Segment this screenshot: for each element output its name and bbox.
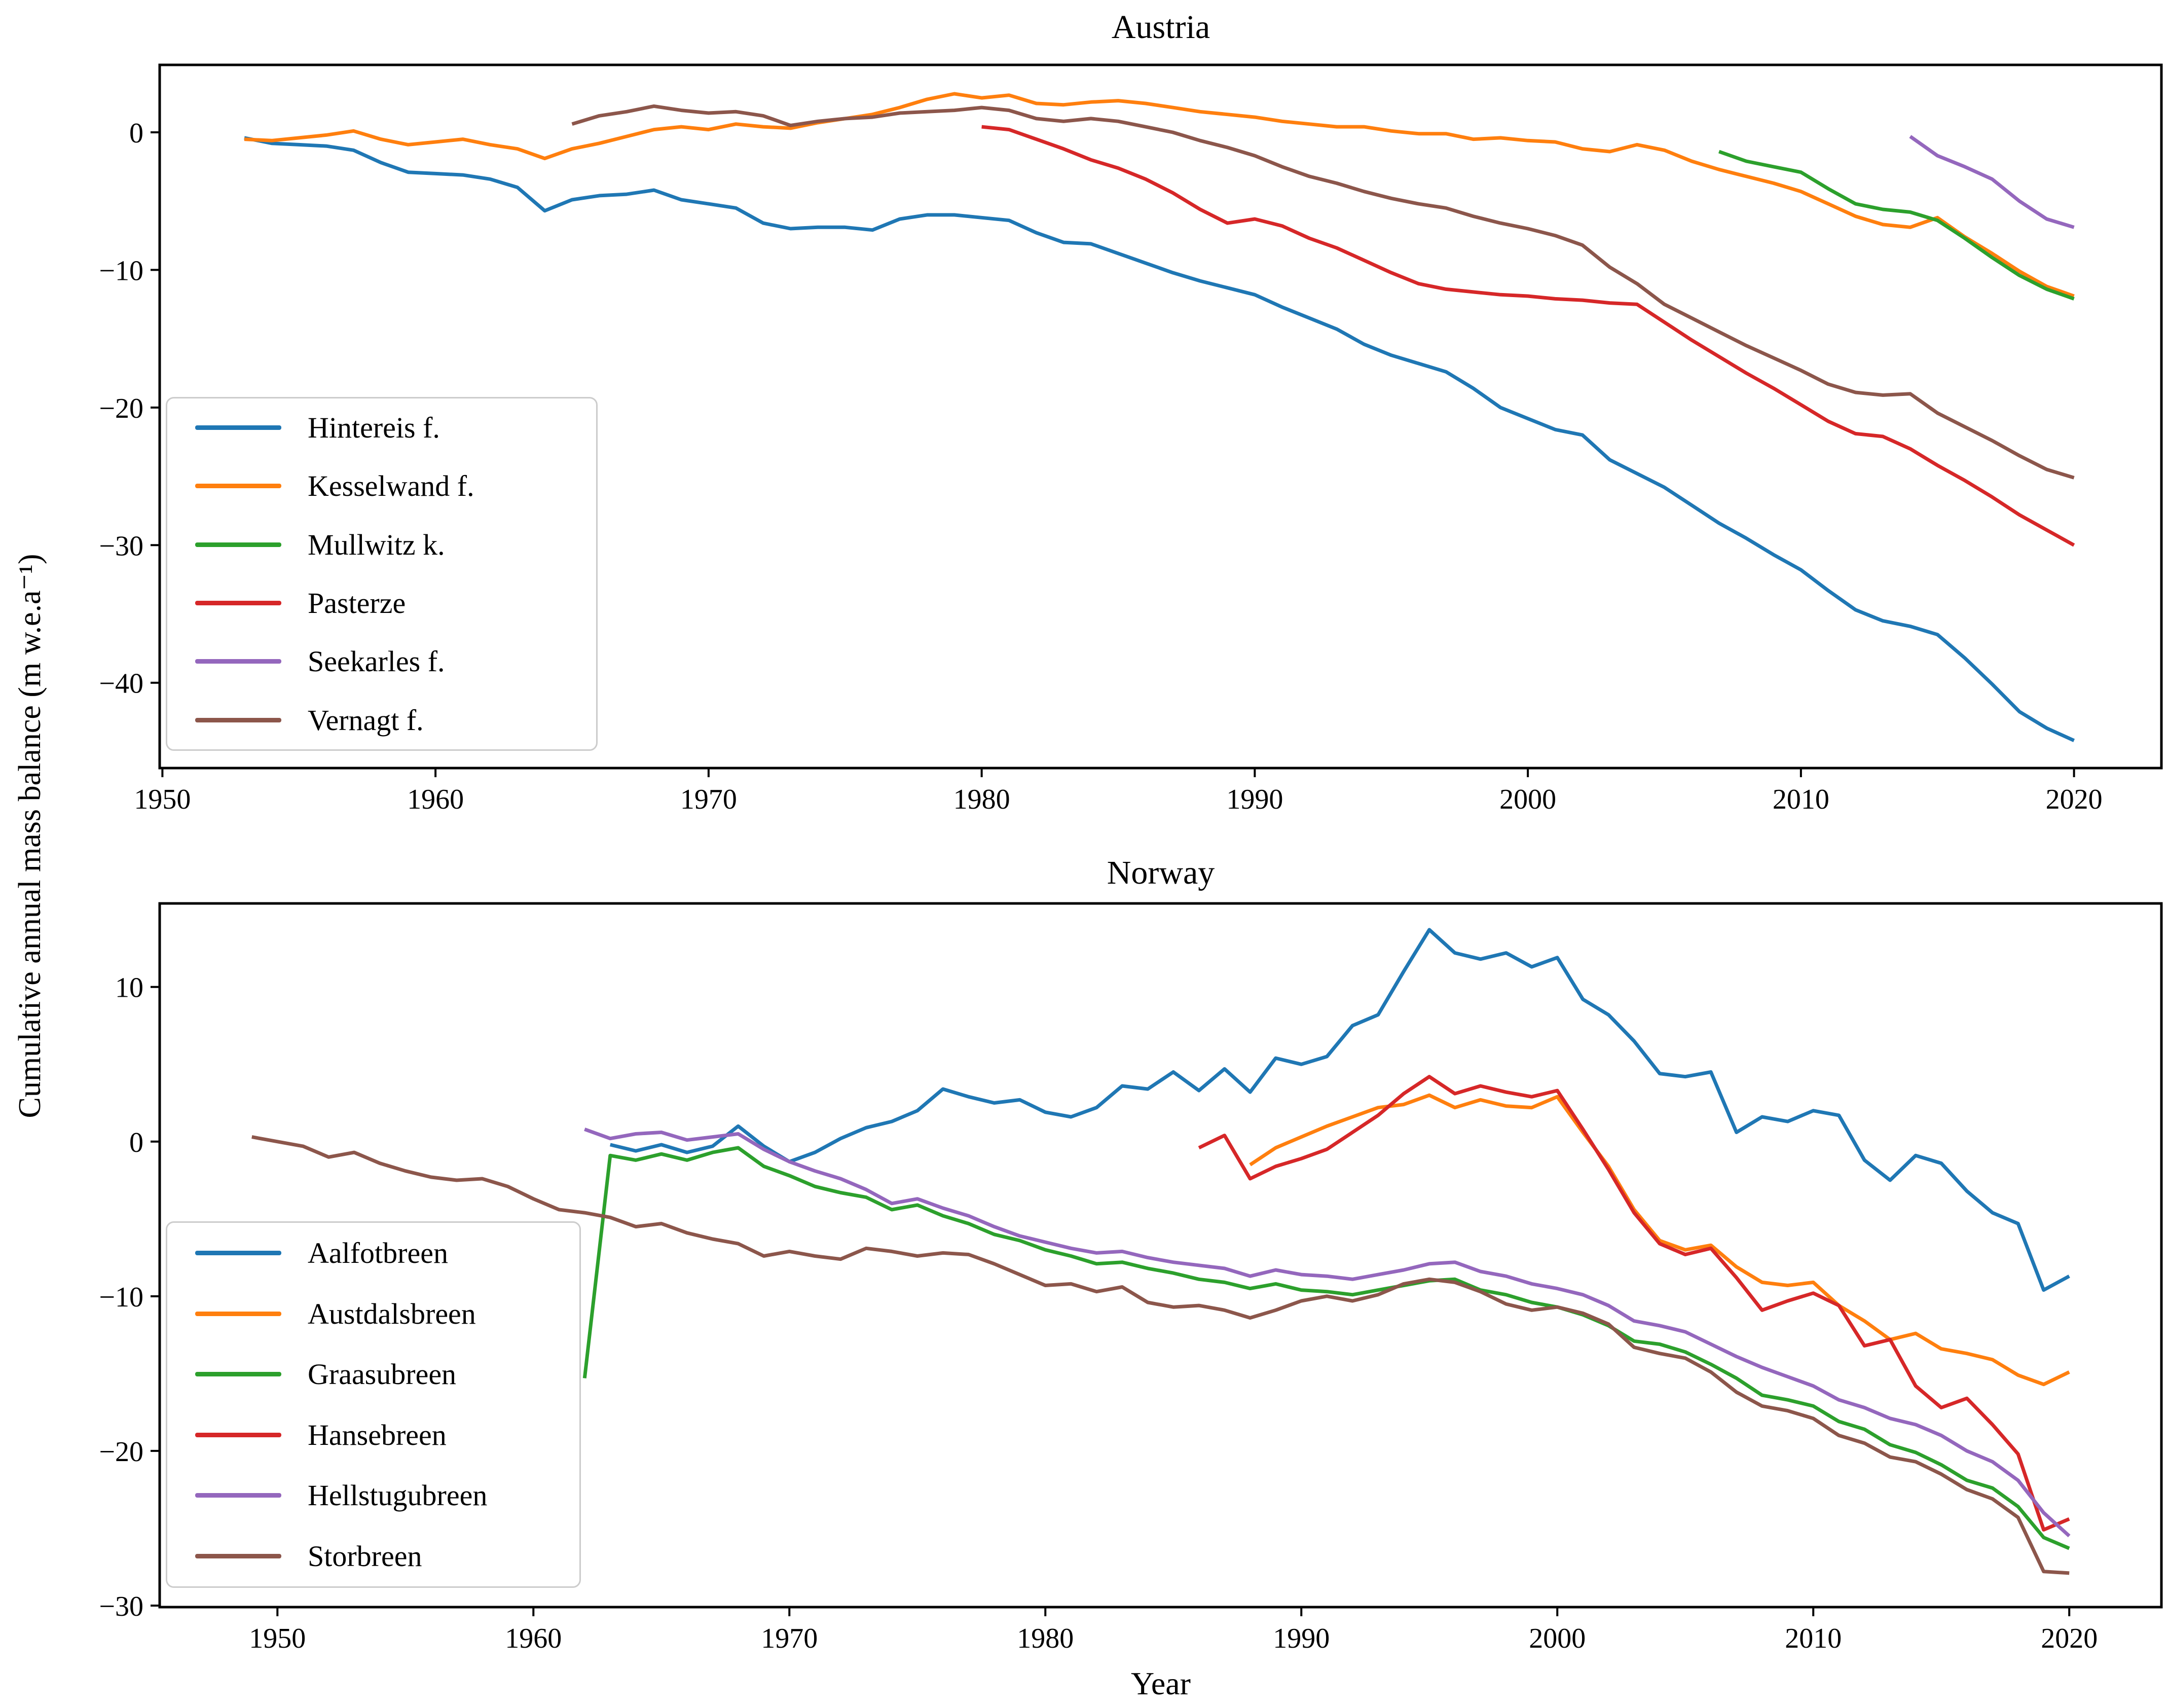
x-tick-label: 1950 <box>249 1623 306 1654</box>
legend-label: Aalfotbreen <box>308 1237 448 1270</box>
aalfotbreen-line-swatch <box>195 1251 281 1256</box>
x-tick-label: 1950 <box>134 784 191 815</box>
legend-label: Austdalsbreen <box>308 1297 476 1330</box>
seekarles-line-swatch <box>195 659 281 664</box>
storbreen-line-swatch <box>195 1553 281 1558</box>
kesselwand-line-swatch <box>195 484 281 489</box>
hintereis-line-swatch <box>195 425 281 430</box>
line-storbreen <box>251 1135 2070 1575</box>
legend-label: Pasterze <box>308 587 406 620</box>
y-tick-label: −20 <box>99 393 143 424</box>
austria-legend: Hintereis f. Kesselwand f. Mullwitz k. P… <box>166 397 598 751</box>
legend-item-vernagt: Vernagt f. <box>167 703 596 737</box>
norway-plot-title: Norway <box>1107 854 1215 891</box>
legend-label: Seekarles f. <box>308 645 445 678</box>
austria-plot-title: Austria <box>1111 9 1210 46</box>
line-hansebreen <box>1198 1075 2070 1532</box>
axes-spines <box>158 63 2163 770</box>
norway-legend: Aalfotbreen Austdalsbreen Graasubreen Ha… <box>166 1221 581 1588</box>
x-tick-label: 1960 <box>505 1623 562 1654</box>
vernagt-line-swatch <box>195 717 281 722</box>
graasubreen-line-swatch <box>195 1372 281 1377</box>
legend-label: Vernagt f. <box>308 703 424 737</box>
legend-label: Mullwitz k. <box>308 528 445 561</box>
legend-item-hellstugubreen: Hellstugubreen <box>167 1478 579 1512</box>
legend-item-austdalsbreen: Austdalsbreen <box>167 1297 579 1331</box>
y-tick-label: −20 <box>99 1436 143 1468</box>
x-tick-label: 1980 <box>1017 1623 1074 1654</box>
legend-label: Hellstugubreen <box>308 1479 488 1512</box>
line-kesselwand-f <box>244 92 2075 298</box>
y-tick-label: −30 <box>99 1591 143 1622</box>
x-tick-label: 1990 <box>1226 784 1283 815</box>
mullwitz-line-swatch <box>195 542 281 547</box>
x-tick-label: 1970 <box>680 784 737 815</box>
pasterze-line-swatch <box>195 601 281 606</box>
legend-item-pasterze: Pasterze <box>167 586 596 620</box>
legend-label: Hintereis f. <box>308 411 440 445</box>
axes-spines <box>158 902 2163 1609</box>
line-aalfotbreen <box>609 928 2070 1292</box>
legend-item-seekarles: Seekarles f. <box>167 644 596 678</box>
x-tick-label: 2000 <box>1529 1623 1586 1654</box>
legend-item-storbreen: Storbreen <box>167 1539 579 1573</box>
austdalsbreen-line-swatch <box>195 1311 281 1316</box>
x-tick-label: 2020 <box>2046 784 2103 815</box>
y-tick-label: −10 <box>99 255 143 286</box>
line-hellstugubreen <box>584 1128 2071 1538</box>
y-tick-label: −30 <box>99 530 143 562</box>
legend-label: Storbreen <box>308 1539 422 1573</box>
y-tick-label: 0 <box>129 1127 143 1158</box>
line-hintereis-f <box>244 136 2075 742</box>
shared-y-axis-label: Cumulative annual mass balance (m w.e.a⁻… <box>13 554 47 1118</box>
x-tick-label: 2000 <box>1499 784 1556 815</box>
legend-item-hansebreen: Hansebreen <box>167 1418 579 1452</box>
x-tick-label: 1990 <box>1273 1623 1330 1654</box>
legend-item-hintereis: Hintereis f. <box>167 411 596 445</box>
legend-item-mullwitz: Mullwitz k. <box>167 528 596 562</box>
x-tick-label: 1970 <box>761 1623 818 1654</box>
line-austdalsbreen <box>1249 1093 2070 1387</box>
legend-label: Hansebreen <box>308 1418 447 1451</box>
x-tick-label: 1960 <box>407 784 464 815</box>
line-vernagt-f <box>571 104 2075 480</box>
legend-item-kesselwand: Kesselwand f. <box>167 469 596 503</box>
line-seekarles-f <box>1909 135 2075 229</box>
hellstugubreen-line-swatch <box>195 1493 281 1498</box>
x-axis-label-year: Year <box>1131 1665 1191 1701</box>
y-tick-label: 0 <box>129 118 143 149</box>
legend-label: Kesselwand f. <box>308 469 474 503</box>
y-tick-label: −10 <box>99 1282 143 1313</box>
legend-item-graasubreen: Graasubreen <box>167 1357 579 1391</box>
legend-item-aalfotbreen: Aalfotbreen <box>167 1236 579 1270</box>
x-tick-label: 2010 <box>1785 1623 1842 1654</box>
austria-plot-area: 1950 1960 1970 1980 1990 2000 2010 2020 0 −10 −20 −… <box>99 63 2163 815</box>
hansebreen-line-swatch <box>195 1432 281 1437</box>
norway-plot-area: 1950 1960 1970 1980 1990 2000 2010 2020 10 0 −10 −2… <box>99 902 2163 1654</box>
x-tick-label: 2020 <box>2041 1623 2098 1654</box>
line-graasubreen <box>582 1146 2070 1550</box>
line-pasterze <box>981 125 2075 547</box>
line-mullwitz-k <box>1718 150 2075 301</box>
legend-label: Graasubreen <box>308 1358 457 1391</box>
x-tick-label: 2010 <box>1773 784 1829 815</box>
y-tick-label: 10 <box>115 972 143 1004</box>
x-tick-label: 1980 <box>953 784 1010 815</box>
y-tick-label: −40 <box>99 668 143 700</box>
